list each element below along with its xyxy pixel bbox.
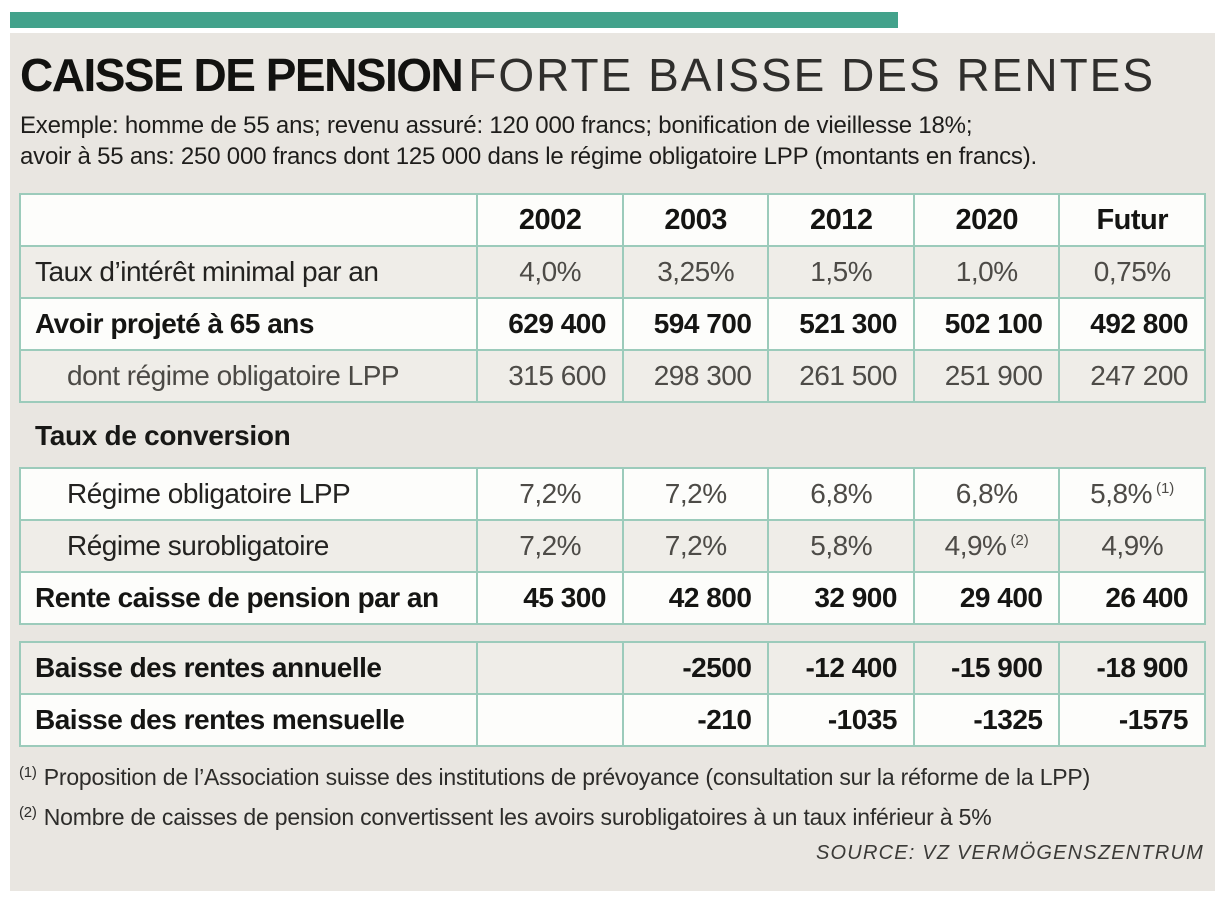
row-label: dont régime obligatoire LPP [18,349,479,404]
cell-value-text: 5,8% [1090,478,1152,510]
cell-value [476,641,624,696]
column-header: Futur [1058,193,1206,248]
cell-value: 26 400 [1058,571,1206,626]
cell-value: 0,75% [1058,245,1206,300]
column-header: 2020 [912,193,1061,248]
cell-value: 5,8% (1) [1058,467,1206,522]
footnote-1-text: Proposition de l’Association suisse des … [43,764,1091,791]
table-row: Taux d’intérêt minimal par an 4,0% 3,25% 1,… [18,245,1206,300]
cell-value: 629 400 [476,297,624,352]
cell-value: 251 900 [912,349,1061,404]
column-header: 2002 [476,193,624,248]
cell-value: 5,8% [767,519,915,574]
footnote-ref: (1) [1155,479,1175,497]
section-title-conversion: Taux de conversion [35,420,291,452]
footnote-2: (2) Nombre de caisses de pension converti… [19,801,1206,833]
table-row: Régime obligatoire LPP 7,2% 7,2% 6,8% 6,8% 5,… [18,467,1206,522]
cell-value: -15 900 [912,641,1061,696]
table-row: Baisse des rentes mensuelle -210 -1035 -132… [18,693,1206,748]
row-label: Régime obligatoire LPP [18,467,479,522]
table-row: Baisse des rentes annuelle -2500 -12 400 -1… [18,641,1206,696]
column-header: 2012 [767,193,915,248]
footnote-1: (1) Proposition de l’Association suisse d… [19,761,1206,793]
page-title: CAISSE DE PENSION FORTE BAISSE DES RENTES [20,51,1206,99]
cell-value: 261 500 [767,349,915,404]
cell-value: -1575 [1058,693,1206,748]
cell-value: 4,9% (2) [912,519,1061,574]
table-row: Rente caisse de pension par an 45 300 42 8… [18,571,1206,626]
example-description: Exemple: homme de 55 ans; revenu assuré:… [20,111,1206,173]
cell-value: -18 900 [1058,641,1206,696]
title-headline: FORTE BAISSE DES RENTES [468,49,1156,101]
column-header: 2003 [621,193,770,248]
cell-value: 7,2% [476,467,624,522]
cell-value: 1,5% [767,245,915,300]
row-label: Baisse des rentes mensuelle [18,693,479,748]
row-label: Avoir projeté à 65 ans [18,297,479,352]
example-line-1: Exemple: homme de 55 ans; revenu assuré:… [20,112,973,140]
row-label: Taux d’intérêt minimal par an [18,245,479,300]
cell-value: 594 700 [621,297,770,352]
accent-bar [10,12,898,28]
cell-value: 7,2% [621,519,770,574]
table-conversion: Régime obligatoire LPP 7,2% 7,2% 6,8% 6,8% 5,… [18,467,1206,626]
footnote-2-marker: (2) [19,803,37,821]
cell-value: 29 400 [912,571,1061,626]
content-panel: CAISSE DE PENSION FORTE BAISSE DES RENTES… [10,33,1215,891]
footnote-ref: (2) [1010,531,1029,549]
header-row: 2002 2003 2012 2020 Futur [18,193,1206,248]
cell-value: 6,8% [767,467,915,522]
cell-value: 6,8% [912,467,1061,522]
cell-value: -12 400 [767,641,915,696]
cell-value: 315 600 [476,349,624,404]
header-label-cell [18,193,479,248]
cell-value: 7,2% [476,519,624,574]
cell-value [476,693,624,748]
cell-value: -1325 [912,693,1061,748]
cell-value: -2500 [621,641,770,696]
table-conversion-container: Régime obligatoire LPP 7,2% 7,2% 6,8% 6,8% 5,… [18,467,1206,626]
title-topic: CAISSE DE PENSION [20,49,464,101]
cell-value-text: 4,9% [944,530,1007,562]
table-avoir: 2002 2003 2012 2020 Futur Taux d’intérêt mini… [18,193,1206,404]
cell-value: 502 100 [912,297,1061,352]
example-line-2: avoir à 55 ans: 250 000 francs dont 125 … [20,143,1037,171]
row-label: Baisse des rentes annuelle [18,641,479,696]
footnote-1-marker: (1) [19,763,37,781]
source-credit: SOURCE: VZ VERMÖGENSZENTRUM [816,841,1204,864]
cell-value: 247 200 [1058,349,1206,404]
cell-value: -1035 [767,693,915,748]
table-baisse-container: Baisse des rentes annuelle -2500 -12 400 -1… [18,641,1206,748]
cell-value: 4,9% [1058,519,1206,574]
table-row: Avoir projeté à 65 ans 629 400 594 700 521 … [18,297,1206,352]
cell-value: 4,0% [476,245,624,300]
row-label: Rente caisse de pension par an [18,571,479,626]
cell-value: 42 800 [621,571,770,626]
cell-value: 3,25% [621,245,770,300]
table-row: Régime surobligatoire 7,2% 7,2% 5,8% 4,9% (2)… [18,519,1206,574]
table-avoir-container: 2002 2003 2012 2020 Futur Taux d’intérêt mini… [18,193,1206,404]
footnotes: (1) Proposition de l’Association suisse d… [19,761,1206,833]
table-row: dont régime obligatoire LPP 315 600 298 30… [18,349,1206,404]
row-label: Régime surobligatoire [18,519,479,574]
footnote-2-text: Nombre de caisses de pension convertisse… [43,804,992,831]
cell-value: -210 [621,693,770,748]
cell-value: 521 300 [767,297,915,352]
cell-value: 45 300 [476,571,624,626]
cell-value: 7,2% [621,467,770,522]
cell-value: 298 300 [621,349,770,404]
cell-value: 492 800 [1058,297,1206,352]
cell-value: 1,0% [912,245,1061,300]
table-baisse: Baisse des rentes annuelle -2500 -12 400 -1… [18,641,1206,748]
cell-value: 32 900 [767,571,915,626]
